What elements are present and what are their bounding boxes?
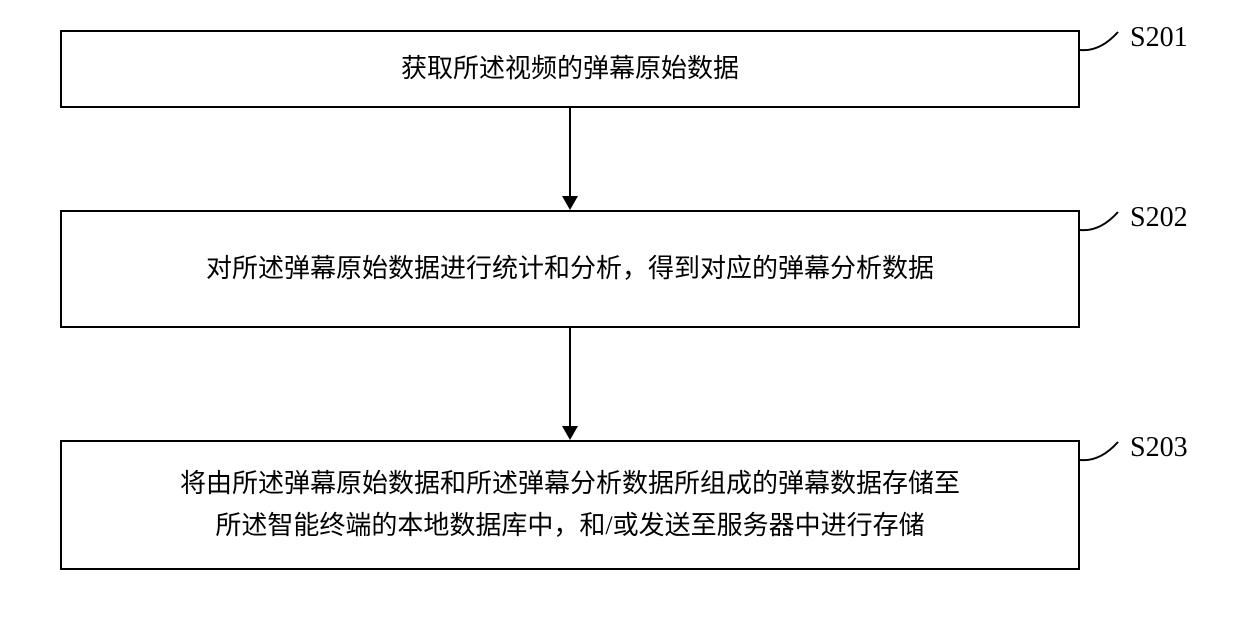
label-connector-s203 bbox=[1080, 430, 1130, 480]
step-box-s202: 对所述弹幕原始数据进行统计和分析，得到对应的弹幕分析数据 bbox=[60, 210, 1080, 328]
label-connector-s202 bbox=[1080, 200, 1130, 250]
step-box-s203: 将由所述弹幕原始数据和所述弹幕分析数据所组成的弹幕数据存储至 所述智能终端的本地… bbox=[60, 440, 1080, 570]
step-text: 获取所述视频的弹幕原始数据 bbox=[401, 48, 739, 90]
step-label-s202: S202 bbox=[1130, 202, 1188, 234]
label-connector-s201 bbox=[1080, 20, 1130, 70]
arrow-2-head bbox=[562, 426, 578, 440]
step-label-s203: S203 bbox=[1130, 432, 1188, 464]
arrow-2-line bbox=[569, 328, 571, 426]
arrow-1-line bbox=[569, 108, 571, 196]
step-text: 将由所述弹幕原始数据和所述弹幕分析数据所组成的弹幕数据存储至 所述智能终端的本地… bbox=[180, 463, 960, 546]
flowchart-container: 获取所述视频的弹幕原始数据 S201 对所述弹幕原始数据进行统计和分析，得到对应… bbox=[0, 0, 1240, 630]
arrow-1-head bbox=[562, 196, 578, 210]
step-label-s201: S201 bbox=[1130, 22, 1188, 54]
step-text: 对所述弹幕原始数据进行统计和分析，得到对应的弹幕分析数据 bbox=[206, 248, 934, 290]
step-box-s201: 获取所述视频的弹幕原始数据 bbox=[60, 30, 1080, 108]
